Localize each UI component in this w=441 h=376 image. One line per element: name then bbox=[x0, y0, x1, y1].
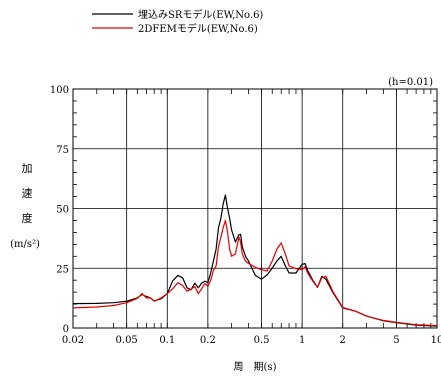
y-axis-title-char: 加 bbox=[22, 162, 33, 175]
x-tick-label: 0.02 bbox=[62, 335, 84, 346]
y-axis-title: 加速度 (m/s²) bbox=[10, 162, 40, 250]
y-tick-label: 100 bbox=[50, 85, 69, 96]
x-tick-labels: 0.02 0.05 0.1 0.2 0.5 1 2 5 10 bbox=[62, 335, 441, 346]
series-lines bbox=[72, 194, 438, 327]
y-tick-label: 50 bbox=[56, 205, 69, 216]
grid bbox=[73, 89, 437, 328]
x-tick-label: 10 bbox=[431, 335, 441, 346]
legend-label-2: 2DFEMモデル(EW,No.6) bbox=[138, 22, 258, 35]
y-tick-labels: 0 25 50 75 100 bbox=[50, 85, 69, 335]
y-axis-title-char: 速 bbox=[22, 187, 33, 200]
x-axis-title: 周 期(s) bbox=[234, 361, 277, 373]
series-line-1 bbox=[72, 194, 438, 327]
y-tick-label: 25 bbox=[56, 264, 69, 275]
y-axis-title-char: 度 bbox=[22, 211, 33, 225]
x-tick-label: 5 bbox=[393, 335, 399, 346]
x-tick-label: 0.2 bbox=[200, 335, 216, 346]
y-axis-title-unit: (m/s²) bbox=[10, 239, 40, 250]
series-line-2 bbox=[72, 219, 438, 327]
x-tick-label: 1 bbox=[299, 335, 305, 346]
x-tick-label: 0.1 bbox=[159, 335, 175, 346]
y-tick-label: 0 bbox=[63, 324, 69, 335]
minor-ticks bbox=[73, 89, 437, 328]
legend-label-1: 埋込みSRモデル(EW,No.6) bbox=[138, 8, 263, 21]
plot-border bbox=[72, 88, 438, 329]
legend: 埋込みSRモデル(EW,No.6)2DFEMモデル(EW,No.6) bbox=[92, 8, 263, 35]
x-tick-label: 2 bbox=[340, 335, 346, 346]
plot-frame bbox=[72, 88, 438, 329]
x-tick-label: 0.5 bbox=[254, 335, 270, 346]
y-tick-label: 75 bbox=[56, 145, 69, 156]
x-tick-label: 0.05 bbox=[116, 335, 138, 346]
damping-annotation: (h=0.01) bbox=[388, 77, 433, 88]
